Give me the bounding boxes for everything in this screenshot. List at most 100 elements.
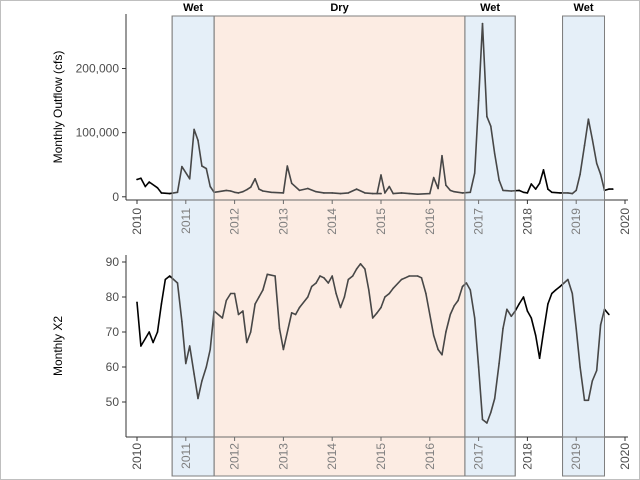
data-point xyxy=(258,188,260,190)
data-point xyxy=(331,192,334,194)
data-point xyxy=(315,282,317,284)
data-point xyxy=(197,139,199,142)
data-point xyxy=(445,331,447,333)
data-point xyxy=(225,299,228,302)
panel-0-x-tick-label: 2011 xyxy=(179,208,193,234)
panel-1-data-points xyxy=(136,262,610,424)
data-point xyxy=(388,292,391,295)
data-point xyxy=(384,296,386,298)
data-point xyxy=(547,188,549,190)
data-point xyxy=(432,334,435,337)
data-point xyxy=(144,185,147,188)
data-point xyxy=(188,345,191,347)
data-point xyxy=(201,380,203,382)
data-point xyxy=(282,192,285,194)
data-point xyxy=(486,422,488,424)
data-point xyxy=(595,162,598,165)
data-point xyxy=(571,192,574,195)
data-point xyxy=(193,373,195,375)
data-point xyxy=(343,296,346,298)
data-point xyxy=(530,183,533,185)
panel-0-x-tick-label: 2016 xyxy=(423,208,437,235)
data-point xyxy=(490,125,492,128)
data-point xyxy=(254,178,256,180)
data-point xyxy=(217,190,220,193)
panel-0-x-tick-label: 2015 xyxy=(374,208,388,235)
data-point xyxy=(371,192,374,195)
data-point xyxy=(608,313,610,316)
data-point xyxy=(481,22,484,25)
data-point xyxy=(551,292,553,295)
panel-0-x-tick-label: 2019 xyxy=(569,208,583,235)
period-band-overlay-0 xyxy=(171,15,215,477)
data-point xyxy=(526,192,529,194)
data-point xyxy=(567,278,569,281)
data-point xyxy=(364,192,366,194)
data-point xyxy=(249,331,252,333)
panel-0-x-tick-label: 2014 xyxy=(325,208,339,235)
data-point xyxy=(384,192,386,194)
data-point xyxy=(453,304,456,307)
data-point xyxy=(575,327,577,330)
data-point xyxy=(400,278,403,281)
period-band-overlay-1 xyxy=(213,15,466,477)
data-point xyxy=(266,273,269,276)
panel-0-x-tick-label: 2013 xyxy=(276,208,290,235)
panel-1-x-tick-label: 2017 xyxy=(472,443,486,470)
data-point xyxy=(262,289,264,291)
data-point xyxy=(181,320,183,323)
panel-0-x-tick-label: 2020 xyxy=(618,208,632,235)
data-point xyxy=(323,276,325,279)
data-point xyxy=(310,285,313,288)
data-point xyxy=(429,313,431,316)
period-label-2: Wet xyxy=(480,2,500,14)
panel-1-x-tick-label: 2013 xyxy=(276,443,290,470)
data-point xyxy=(152,341,154,344)
data-point xyxy=(416,275,419,277)
data-point xyxy=(534,188,537,190)
data-point xyxy=(502,189,504,192)
data-point xyxy=(136,178,138,181)
data-point xyxy=(563,282,565,284)
period-label-3: Wet xyxy=(574,2,594,14)
data-point xyxy=(392,287,395,290)
data-point xyxy=(246,188,248,191)
period-band-overlay-2 xyxy=(464,15,516,477)
data-point xyxy=(160,303,163,305)
data-point xyxy=(323,192,325,194)
data-point xyxy=(148,181,150,183)
data-point xyxy=(554,289,557,291)
data-point xyxy=(400,192,403,194)
data-point xyxy=(188,178,191,180)
data-point xyxy=(278,327,281,330)
data-point xyxy=(339,306,342,309)
data-point xyxy=(599,324,602,326)
data-point xyxy=(465,282,468,284)
data-point xyxy=(599,173,602,176)
data-point xyxy=(307,187,309,190)
data-point xyxy=(437,348,439,351)
data-point xyxy=(148,331,150,333)
data-point xyxy=(371,317,374,319)
data-point xyxy=(181,165,183,168)
data-point xyxy=(547,303,549,305)
data-point xyxy=(193,128,195,131)
data-point xyxy=(286,165,289,167)
panel-0-x-tick-label: 2017 xyxy=(472,208,486,235)
data-point xyxy=(294,313,297,316)
data-point xyxy=(225,189,228,192)
data-point xyxy=(307,296,309,298)
data-point xyxy=(518,303,520,305)
data-point xyxy=(209,348,211,351)
data-point xyxy=(254,303,256,305)
data-point xyxy=(416,193,419,196)
data-point xyxy=(368,289,370,291)
data-point xyxy=(583,399,586,402)
data-point xyxy=(481,418,484,421)
data-point xyxy=(425,292,427,295)
data-point xyxy=(168,192,171,195)
data-point xyxy=(331,275,334,277)
data-point xyxy=(347,192,350,194)
data-point xyxy=(270,191,273,194)
data-point xyxy=(156,331,159,333)
